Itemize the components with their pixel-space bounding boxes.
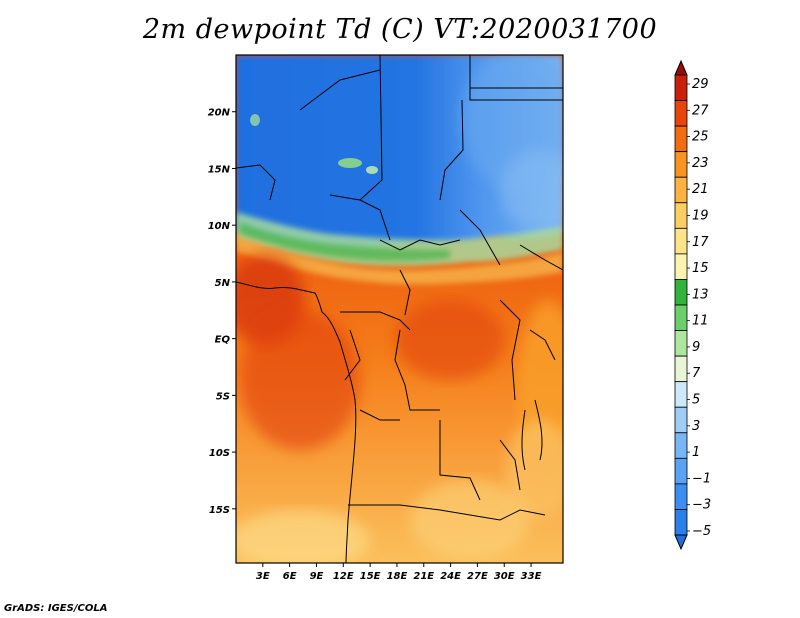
y-tick-label: 20N (208, 108, 231, 119)
colorbar-swatch (674, 432, 688, 459)
colorbar-label: 5 (692, 393, 700, 408)
colorbar-swatch (674, 125, 688, 153)
colorbar-swatch (674, 227, 688, 255)
x-tick-label: 30E (494, 571, 515, 582)
colorbar-swatch (674, 304, 688, 331)
x-tick-label: 27E (467, 571, 488, 582)
colorbar-label: 19 (692, 208, 709, 223)
colorbar-label: 23 (692, 156, 709, 171)
map-frame (235, 54, 564, 564)
colorbar-top-arrow (674, 59, 688, 76)
colorbar-swatch (674, 483, 688, 510)
colorbar-label: 15 (692, 261, 709, 276)
colorbar-label: 1 (692, 445, 700, 460)
colorbar-swatch (674, 279, 688, 306)
colorbar-label: 27 (692, 103, 709, 118)
y-tick-label: 10N (208, 221, 231, 232)
y-tick-label: 15N (208, 164, 231, 175)
colorbar-label: −3 (692, 498, 711, 513)
colorbar-swatch (674, 176, 688, 204)
x-tick-label: 21E (413, 571, 434, 582)
x-tick-label: 6E (283, 571, 297, 582)
colorbar-label: −5 (692, 524, 711, 539)
colorbar-label: 9 (692, 340, 700, 355)
colorbar-swatch (674, 202, 688, 229)
y-tick-label: 5N (215, 278, 231, 289)
y-tick-label: 5S (216, 391, 230, 402)
colorbar-swatch (674, 355, 688, 383)
colorbar-label: 25 (692, 130, 709, 145)
colorbar-swatch (674, 253, 688, 280)
x-axis: 3E 6E 9E 12E 15E 18E 21E 24E 27E 30E 33E (256, 563, 542, 582)
chart-title: 2m dewpoint Td (C) VT:2020031700 (142, 14, 658, 45)
colorbar-label: 17 (692, 235, 709, 250)
dewpoint-field (236, 55, 563, 563)
y-tick-label: 15S (209, 505, 230, 516)
colorbar-swatch (674, 406, 688, 434)
y-axis: 20N 15N 10N 5N EQ 5S 10S 15S (208, 108, 236, 516)
colorbar-swatch (674, 151, 688, 178)
colorbar-swatch (674, 74, 688, 101)
colorbar-swatch (674, 330, 688, 357)
colorbar-label: 29 (692, 77, 709, 92)
x-tick-label: 18E (387, 571, 408, 582)
x-tick-label: 15E (360, 571, 381, 582)
colorbar-label: 11 (692, 314, 709, 329)
colorbar-swatch (674, 457, 688, 485)
footer-credit: GrADS: IGES/COLA (4, 603, 108, 614)
x-tick-label: 24E (440, 571, 461, 582)
x-tick-label: 33E (521, 571, 542, 582)
colorbar-swatch (674, 100, 688, 127)
colorbar-swatch (674, 381, 688, 408)
x-tick-label: 3E (256, 571, 270, 582)
colorbar-bottom-arrow (674, 534, 688, 551)
colorbar-label: 21 (692, 182, 709, 197)
colorbar-label: 7 (692, 366, 701, 381)
x-tick-label: 12E (333, 571, 354, 582)
colorbar-swatch (674, 509, 688, 536)
x-tick-label: 9E (310, 571, 324, 582)
colorbar-label: −1 (692, 471, 711, 486)
y-tick-label: EQ (215, 335, 231, 346)
colorbar-label: 13 (692, 287, 709, 302)
country-borders (236, 55, 563, 563)
y-tick-label: 10S (209, 448, 230, 459)
colorbar: 29 27 25 23 21 19 17 15 13 11 9 7 5 3 1 −1 −3 −5 (674, 59, 711, 551)
colorbar-label: 3 (692, 419, 700, 434)
